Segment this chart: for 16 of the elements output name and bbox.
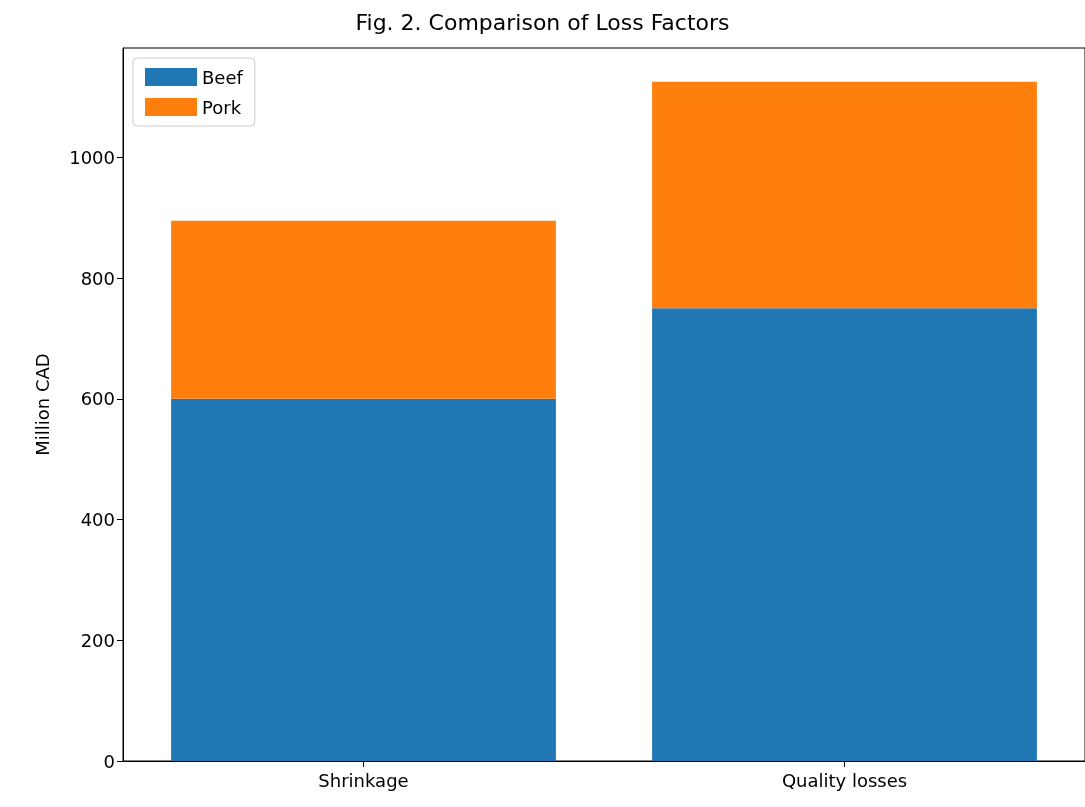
- bar: [171, 220, 556, 399]
- y-tick-label: 600: [80, 388, 115, 410]
- legend-label: Beef: [202, 66, 244, 88]
- bar: [171, 398, 556, 761]
- y-tick-label: 200: [80, 629, 115, 651]
- bar: [652, 81, 1037, 309]
- x-tick-label: Quality losses: [781, 769, 908, 791]
- bar: [652, 308, 1037, 761]
- y-tick-label: 0: [103, 750, 115, 772]
- y-axis-title: Million CAD: [31, 353, 53, 456]
- y-tick-label: 800: [80, 267, 115, 289]
- legend-label: Pork: [202, 96, 242, 118]
- x-tick-label: Shrinkage: [318, 769, 409, 791]
- y-tick-label: 1000: [69, 146, 115, 168]
- y-tick-label: 400: [80, 509, 115, 531]
- chart-title: Fig. 2. Comparison of Loss Factors: [355, 9, 730, 35]
